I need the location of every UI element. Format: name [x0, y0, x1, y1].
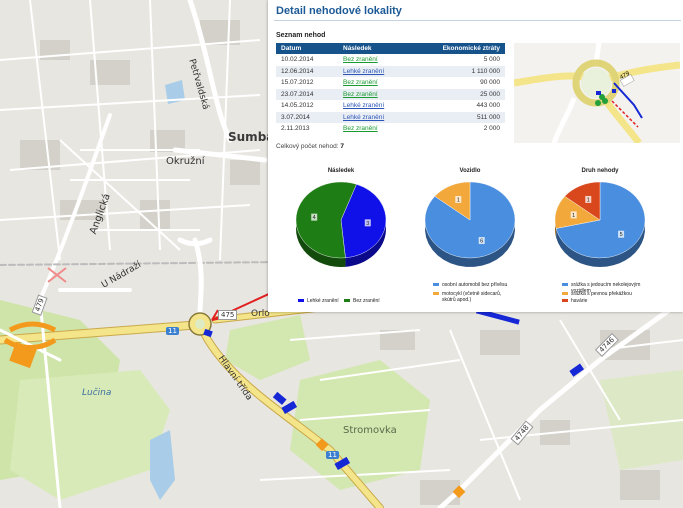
- pie-label-bg: [478, 237, 485, 245]
- accident-markers: [203, 308, 585, 470]
- legend-item: srážka s jedoucím nekolejovým vozidlem: [562, 282, 642, 294]
- consequence-link[interactable]: Lehké zranění: [343, 67, 385, 75]
- pie-data-label: 3: [366, 221, 369, 227]
- pie-data-label: 6: [480, 239, 483, 245]
- cell-date: 10.02.2014: [276, 54, 338, 66]
- title-divider: [274, 20, 681, 21]
- legend-item: Lehké zranění: [298, 298, 339, 304]
- legend-item: motocykl (včetně sidecarů, skútrů apod.): [433, 291, 513, 303]
- pie-label-bg: [364, 219, 371, 227]
- pie-label-bg: [618, 230, 625, 238]
- legend-item: osobní automobil bez přívěsu: [433, 282, 513, 288]
- legend-label: Lehké zranění: [307, 298, 339, 304]
- pie-slice[interactable]: [340, 184, 387, 259]
- legend-swatch: [433, 292, 439, 295]
- cell-loss: 5 000: [418, 54, 505, 66]
- table-row: 15.07.2012 Bez zranění 90 000: [276, 77, 505, 89]
- legend-swatch: [562, 299, 568, 302]
- table-row: 3.07.2014 Lehké zranění 511 000: [276, 111, 505, 123]
- pie-data-label: 1: [572, 213, 575, 219]
- consequence-link[interactable]: Bez zranění: [343, 79, 378, 87]
- cell-loss: 443 000: [418, 100, 505, 112]
- road-shield-11-east: 11: [326, 451, 339, 459]
- road-shield-11-west: 11: [166, 327, 179, 335]
- cell-loss: 2 000: [418, 123, 505, 135]
- legend-swatch: [298, 299, 304, 302]
- column-header-loss[interactable]: Ekonomické ztráty: [418, 43, 505, 54]
- column-header-date[interactable]: Datum: [276, 43, 338, 54]
- cell-date: 12.06.2014: [276, 65, 338, 77]
- legend-label: Bez zranění: [353, 298, 380, 304]
- map-label-sumbal: Sumbal: [228, 130, 279, 144]
- legend-swatch: [344, 299, 350, 302]
- total-accidents: Celkový počet nehod: 7: [276, 143, 344, 150]
- consequence-link[interactable]: Bez zranění: [343, 125, 378, 133]
- accident-detail-panel: Detail nehodové lokality Seznam nehod Da…: [268, 0, 683, 312]
- legend-item: srážka s pevnou překážkou: [562, 291, 642, 297]
- pie-label-bg: [455, 195, 462, 203]
- consequence-link[interactable]: Bez zranění: [343, 56, 378, 64]
- cell-loss: 25 000: [418, 88, 505, 100]
- legend-label: osobní automobil bez přívěsu: [442, 282, 508, 288]
- pie-slice[interactable]: [295, 181, 357, 259]
- legend-item: havárie: [562, 298, 642, 304]
- map-label-stromovka: Stromovka: [343, 425, 397, 436]
- table-row: 14.05.2012 Lehké zranění 443 000: [276, 100, 505, 112]
- legend-label: havárie: [571, 298, 588, 304]
- map-label-orlova: Orlo: [251, 309, 270, 319]
- water-body: [150, 430, 175, 500]
- cell-date: 2.11.2013: [276, 123, 338, 135]
- legend-swatch: [562, 292, 568, 295]
- pie-data-label: 1: [457, 197, 460, 203]
- table-row: 10.02.2014 Bez zranění 5 000: [276, 54, 505, 66]
- cell-date: 3.07.2014: [276, 111, 338, 123]
- cell-date: 14.05.2012: [276, 100, 338, 112]
- pie-label-bg: [585, 195, 592, 203]
- pie-slice[interactable]: [564, 181, 601, 221]
- consequence-link[interactable]: Bez zranění: [343, 90, 378, 98]
- table-row: 12.06.2014 Lehké zranění 1 110 000: [276, 65, 505, 77]
- cell-loss: 511 000: [418, 111, 505, 123]
- table-header-row: Datum Následek Ekonomické ztráty: [276, 43, 505, 54]
- chart-title-vozidlo: Vozidlo: [459, 168, 481, 174]
- pie-slice[interactable]: [555, 181, 646, 259]
- cell-date: 15.07.2012: [276, 77, 338, 89]
- legend-label: motocykl (včetně sidecarů, skútrů apod.): [442, 291, 502, 303]
- total-value: 7: [340, 143, 344, 150]
- accident-table: Datum Následek Ekonomické ztráty 10.02.2…: [276, 43, 505, 135]
- stromovka-park: [290, 360, 430, 490]
- pie-slice[interactable]: [434, 181, 471, 221]
- cell-loss: 90 000: [418, 77, 505, 89]
- pie-label-bg: [311, 213, 318, 221]
- panel-title: Detail nehodové lokality: [276, 5, 402, 17]
- column-header-consequence[interactable]: Následek: [338, 43, 418, 54]
- accident-list-title: Seznam nehod: [276, 32, 326, 39]
- legend-label: srážka s jedoucím nekolejovým vozidlem: [571, 282, 641, 294]
- pie-charts: 3 4 6 1 5 1 1: [295, 181, 646, 267]
- table-row: 2.11.2013 Bez zranění 2 000: [276, 123, 505, 135]
- pie-label-bg: [570, 211, 577, 219]
- consequence-link[interactable]: Lehké zranění: [343, 113, 385, 121]
- pie-data-label: 4: [313, 215, 316, 221]
- table-row: 23.07.2014 Bez zranění 25 000: [276, 88, 505, 100]
- pie-data-label: 5: [620, 232, 623, 238]
- location-thumbnail-map[interactable]: 479: [514, 43, 680, 143]
- chart-title-nasledek: Následek: [327, 168, 355, 174]
- cell-date: 23.07.2014: [276, 88, 338, 100]
- consequence-link[interactable]: Lehké zranění: [343, 102, 385, 110]
- legend-item: Bez zranění: [344, 298, 380, 304]
- map-label-lucina: Lučina: [82, 388, 112, 398]
- road-shield-475: 475: [218, 310, 238, 320]
- pie-data-label: 1: [587, 197, 590, 203]
- legend-label: srážka s pevnou překážkou: [571, 291, 632, 297]
- legend-swatch: [433, 283, 439, 286]
- cell-loss: 1 110 000: [418, 65, 505, 77]
- map-label-okruzni: Okružní: [166, 156, 205, 167]
- chart-title-druh-nehody: Druh nehody: [581, 168, 619, 174]
- legend-swatch: [562, 283, 568, 286]
- total-label: Celkový počet nehod:: [276, 143, 339, 150]
